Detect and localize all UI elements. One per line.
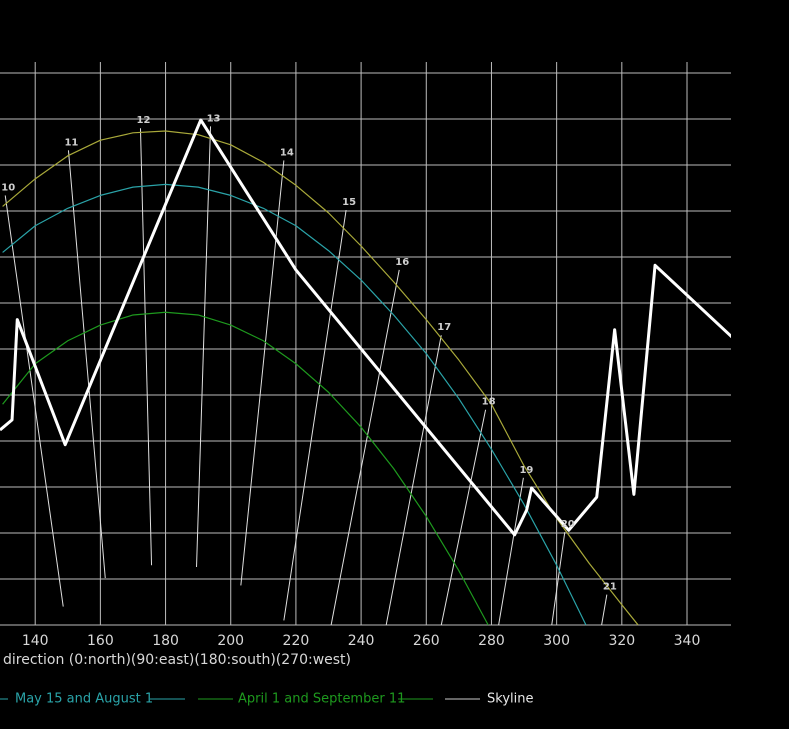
- x-tick-label: 160: [87, 633, 114, 649]
- hour-label: 12: [137, 115, 151, 126]
- x-tick-label: 200: [217, 633, 244, 649]
- hour-line: [551, 532, 566, 626]
- plot-area: [0, 118, 731, 626]
- x-tick-label: 320: [608, 633, 635, 649]
- hour-label: 17: [437, 322, 451, 333]
- legend: May 15 and August 1 April 1 and September…: [0, 692, 533, 707]
- reference-line: [2, 130, 639, 626]
- hour-label: 19: [519, 465, 533, 476]
- x-tick-label: 260: [413, 633, 440, 649]
- hour-line: [385, 335, 442, 626]
- legend-label: May 15 and August 1: [15, 692, 153, 707]
- x-tick-label: 280: [478, 633, 505, 649]
- hour-line: [330, 269, 400, 626]
- x-axis-label: direction (0:north)(90:east)(180:south)(…: [3, 652, 351, 668]
- hour-label: 14: [280, 147, 294, 158]
- hour-line: [4, 195, 64, 607]
- x-tick-label: 180: [152, 633, 179, 649]
- hour-line: [67, 150, 106, 579]
- legend-label: Skyline: [487, 692, 533, 707]
- hour-line: [283, 210, 347, 621]
- grid: [0, 62, 731, 626]
- series-line: [2, 183, 587, 626]
- x-tick-label: 220: [283, 633, 310, 649]
- hour-label: 21: [603, 582, 617, 593]
- hour-line: [196, 126, 212, 568]
- hour-label: 18: [482, 397, 496, 408]
- hour-label: 10: [1, 182, 15, 193]
- hour-line: [498, 477, 524, 626]
- labels: 140 160 180 200 220 240 260 280 300 320 340 10 11 12 1…: [1, 113, 700, 649]
- hour-line: [601, 594, 608, 626]
- hour-line: [240, 160, 285, 586]
- hour-label: 16: [395, 257, 409, 268]
- series-line: [2, 311, 489, 626]
- hour-label: 13: [207, 113, 221, 124]
- hour-label: 20: [561, 519, 575, 530]
- hour-label: 15: [342, 197, 356, 208]
- x-tick-label: 240: [348, 633, 375, 649]
- x-tick-label: 340: [674, 633, 701, 649]
- hour-line: [440, 409, 487, 626]
- legend-label: April 1 and September 11: [238, 692, 405, 707]
- hour-line: [139, 128, 153, 566]
- series-line: [0, 118, 731, 537]
- x-tick-label: 300: [543, 633, 570, 649]
- x-tick-label: 140: [22, 633, 49, 649]
- hour-label: 11: [64, 137, 78, 148]
